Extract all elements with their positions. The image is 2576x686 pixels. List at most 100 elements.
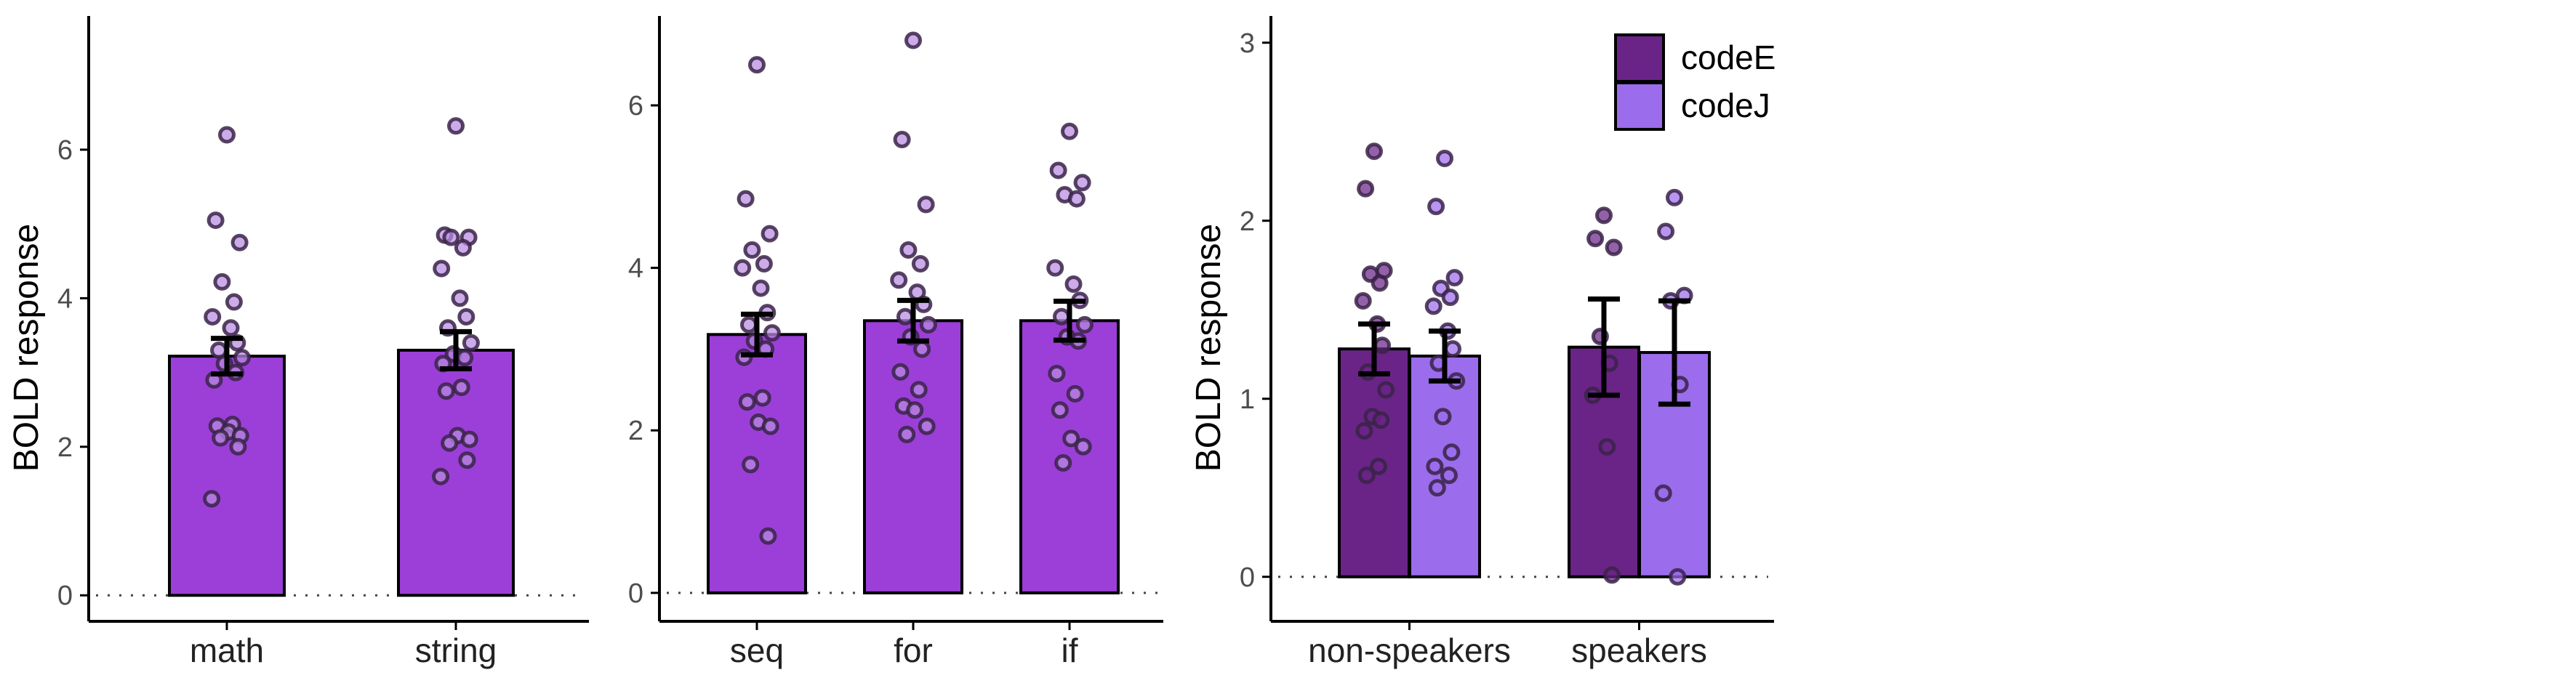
data-point [898,425,916,443]
data-point [1595,206,1613,225]
data-point [458,451,476,469]
data-point [1365,142,1383,161]
data-point [1444,340,1462,358]
data-point [1357,467,1376,485]
data-point [910,381,928,399]
data-point [457,307,476,326]
data-point [761,225,779,243]
data-point [229,437,247,456]
data-point [763,324,781,342]
y-axis-title: BOLD response [7,224,46,472]
data-point [233,349,251,367]
data-point [1354,292,1372,310]
data-point [919,315,937,334]
y-tick-label: 0 [628,578,643,609]
data-point [753,389,771,407]
data-point [1427,198,1445,216]
bar-math [168,355,286,597]
data-point [437,382,455,400]
data-point [1441,288,1459,307]
data-point [899,241,918,259]
data-point [1436,150,1453,167]
data-point [1074,437,1092,456]
data-point [1371,274,1389,292]
data-point [1426,457,1444,475]
x-tick-label: if [1062,631,1078,669]
data-point [918,417,936,435]
data-point [911,255,929,273]
data-point [742,456,760,474]
bar-non-speakers-codeJ [1408,354,1481,578]
legend: codeE codeJ [1614,33,1775,131]
data-point [1048,364,1066,382]
y-tick-label: 1 [1240,384,1255,415]
x-tick-label: speakers [1571,631,1707,669]
legend-label: codeE [1681,39,1775,76]
y-tick-label: 2 [628,416,643,446]
data-point [1440,467,1458,485]
legend-swatch-codeJ [1614,81,1665,131]
data-point [1061,122,1078,140]
data-point [1586,230,1605,248]
data-point [904,31,922,49]
data-point [1051,401,1069,419]
data-point [1372,411,1390,429]
data-point [890,271,908,289]
data-point [893,130,911,148]
data-point [752,279,770,297]
data-point [896,307,914,326]
data-point [456,349,474,367]
data-point [917,195,935,214]
data-point [1357,179,1375,198]
data-point [225,293,243,311]
data-point [761,417,779,435]
data-point [432,467,450,485]
data-point [1443,443,1461,461]
data-point [1049,161,1067,179]
data-point [740,315,758,334]
data-point [222,319,240,337]
data-point [1605,238,1623,257]
data-point [1053,307,1070,326]
y-tick-label: 2 [1240,206,1255,237]
data-point [1046,259,1064,277]
chart-panel-2: 0 2 4 6 seq for if [628,16,1163,669]
data-point [1598,437,1616,456]
y-tick-label: 4 [57,283,73,314]
x-tick-label: math [190,631,264,669]
data-point [213,273,231,291]
data-point [1666,188,1683,206]
chart-panel-3: 0 1 2 3 BOLD response non-speakers speakers cod… [1189,16,1775,669]
data-point [1064,275,1083,293]
data-point [1657,222,1675,241]
data-point [454,238,472,257]
data-point [1073,174,1091,192]
data-point [1066,384,1084,403]
data-point [460,430,478,448]
data-point [1434,408,1452,426]
data-point [1445,269,1464,287]
data-point [748,56,766,74]
data-point [230,233,249,251]
data-point [1369,457,1387,475]
legend-label: codeJ [1681,86,1770,124]
data-point [1377,381,1395,399]
data-point [1355,421,1373,440]
x-tick-label: non-speakers [1308,631,1511,669]
data-point [1424,297,1443,315]
data-point [206,211,225,230]
data-point [755,255,773,273]
data-point [738,393,756,411]
data-point [906,401,924,419]
y-axis-title: BOLD response [1189,224,1228,472]
data-point [462,334,480,352]
data-point [433,259,451,278]
data-point [1075,315,1094,334]
legend-swatch-codeE [1614,33,1665,83]
data-point [1373,336,1392,355]
data-point [203,490,221,508]
y-tick-label: 0 [1240,562,1255,593]
data-point [218,126,236,144]
data-point [891,363,910,381]
data-point [1428,479,1446,497]
